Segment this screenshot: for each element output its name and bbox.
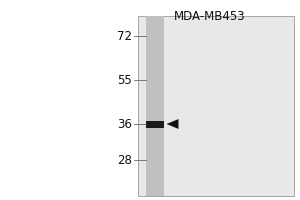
Text: 28: 28 <box>117 154 132 166</box>
Text: 72: 72 <box>117 29 132 43</box>
Bar <box>146 16 164 196</box>
Text: 55: 55 <box>117 73 132 86</box>
Bar <box>146 120 164 128</box>
Bar <box>138 16 294 196</box>
Text: 36: 36 <box>117 117 132 130</box>
Text: MDA-MB453: MDA-MB453 <box>174 10 246 23</box>
Polygon shape <box>167 119 178 129</box>
